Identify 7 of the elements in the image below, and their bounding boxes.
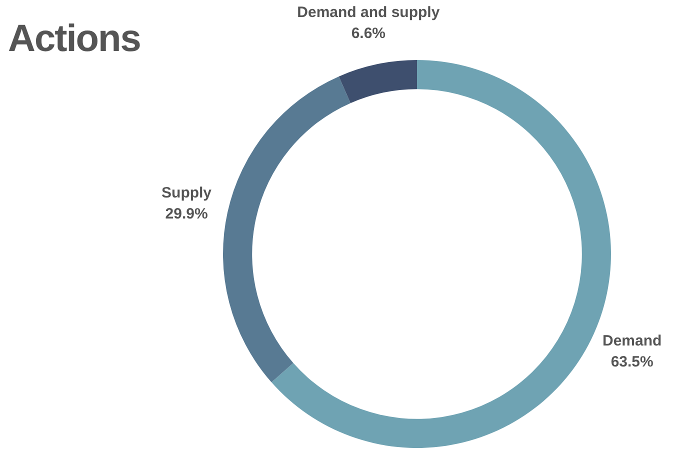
slice-label: Demand [602, 332, 662, 350]
data-label: 29.9% [165, 205, 208, 222]
chart-title: Actions [8, 18, 140, 61]
data-label: 63.5% [610, 353, 654, 370]
slice-label: Supply [162, 184, 212, 202]
data-label: 6.6% [351, 25, 386, 42]
slice-label: Demand and supply [297, 4, 440, 22]
